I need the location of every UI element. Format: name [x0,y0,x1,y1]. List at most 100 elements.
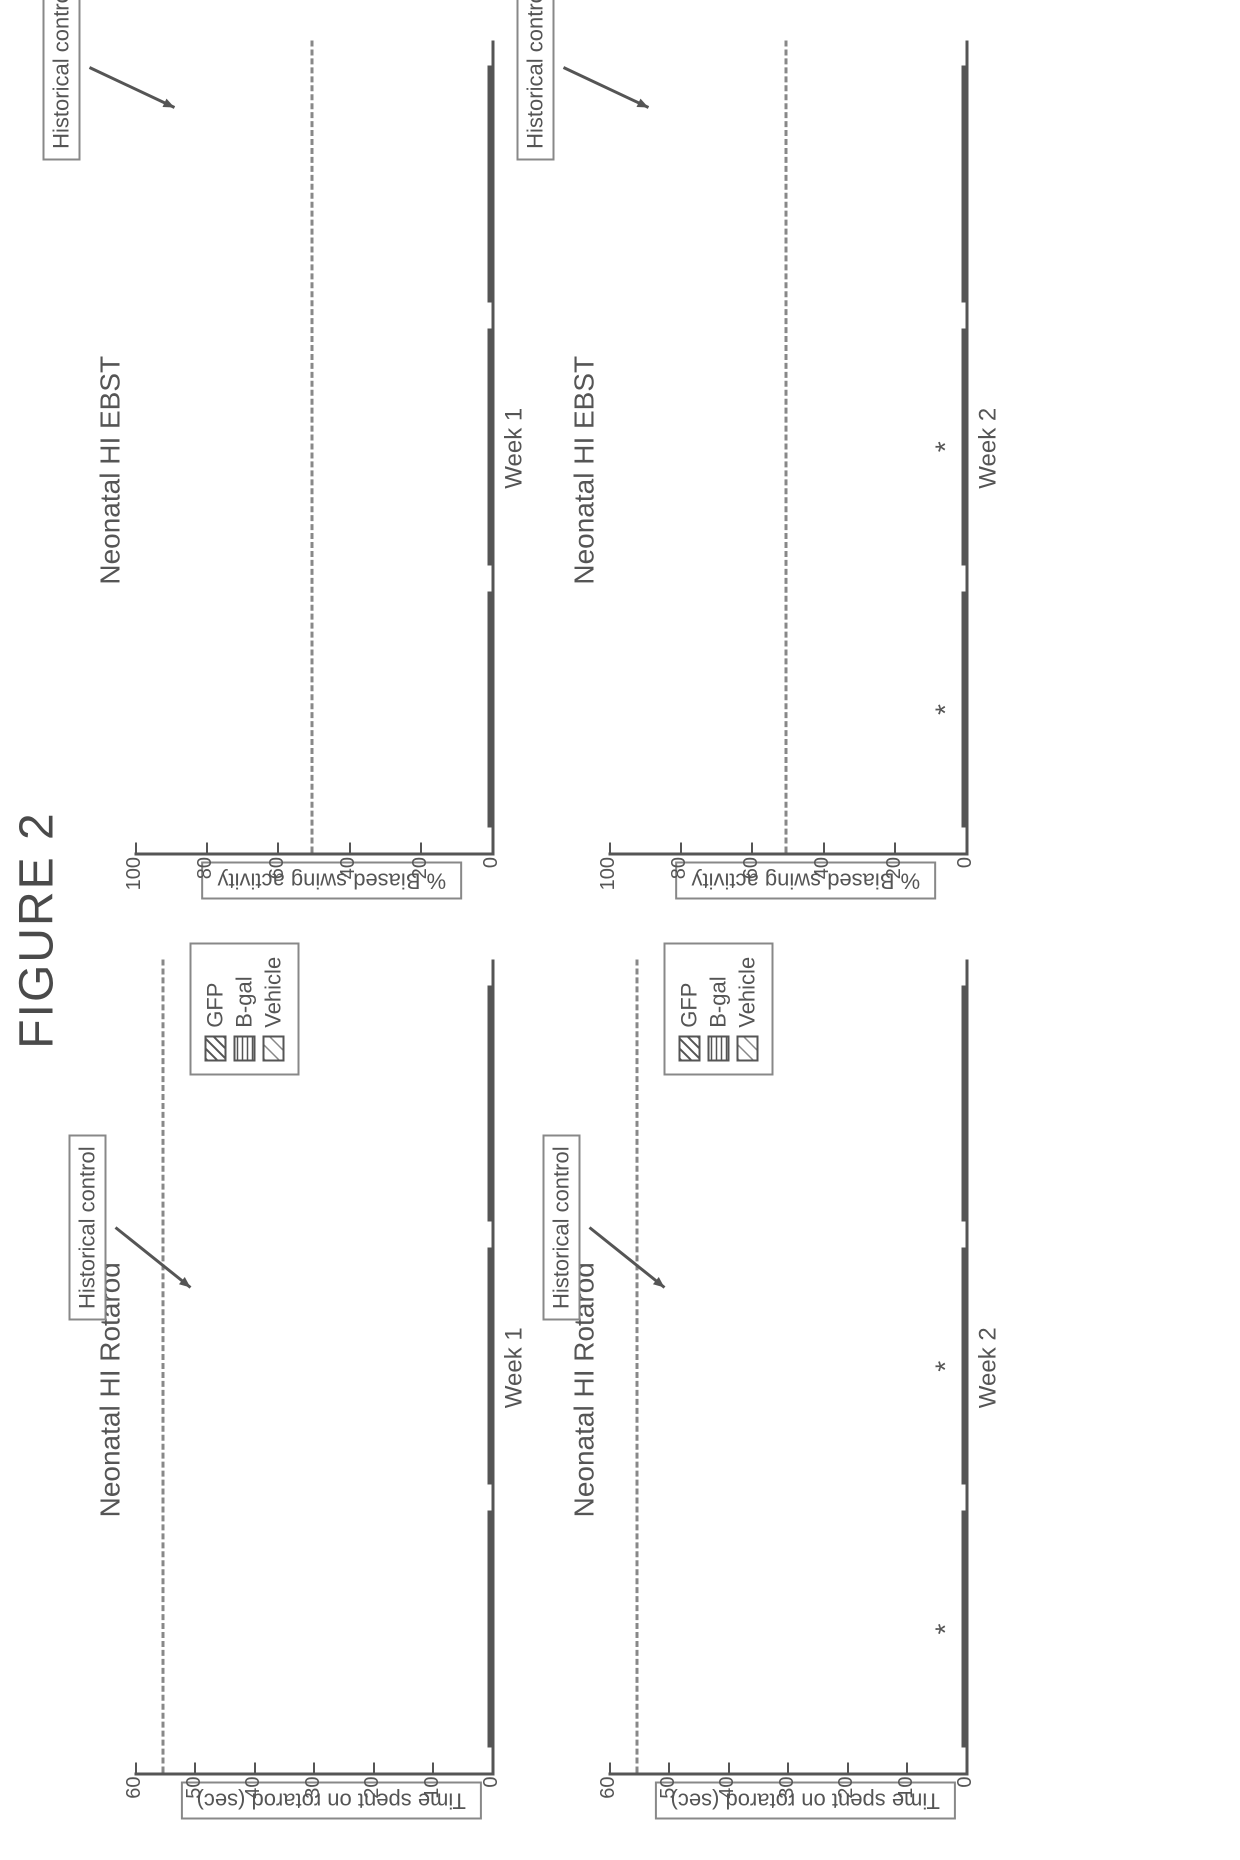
chart-panel: Neonatal HI RotarodTime spent on rotarod… [569,960,1003,1820]
legend-item: GFP [677,957,703,1062]
bar-group: * [936,1511,966,1748]
historical-control-callout: Historical control [68,1134,200,1321]
y-tick: 80 [668,857,691,901]
legend-swatch [205,1036,227,1062]
bar-group [462,1511,492,1748]
y-tick: 0 [480,857,503,901]
reference-line [161,960,164,1773]
bar [488,328,492,565]
legend-label: Vehicle [261,957,287,1028]
legend: GFPB-galVehicle [190,943,300,1076]
y-tick: 40 [242,1777,265,1821]
bar [962,591,966,828]
y-tick: 0 [954,857,977,901]
bar [488,1248,492,1485]
bar-group: * [936,328,966,565]
y-tick: 20 [361,1777,384,1821]
bar [488,985,492,1222]
bar-group [936,66,966,303]
reference-line [784,41,787,854]
legend-item: Vehicle [735,957,761,1062]
bar [488,591,492,828]
legend-item: Vehicle [261,957,287,1062]
x-axis-label: Week 1 [501,960,529,1776]
historical-control-callout: Historical control [542,1134,674,1321]
bar [488,1511,492,1748]
y-tick: 60 [123,1777,146,1821]
x-axis-label: Week 2 [975,41,1003,857]
chart-panel: Neonatal HI RotarodTime spent on rotarod… [95,960,529,1820]
y-tick: 60 [597,1777,620,1821]
y-tick: 80 [194,857,217,901]
legend-swatch [679,1036,701,1062]
bar [962,1511,966,1748]
plot-area: 0102030405060 [135,960,495,1776]
panel-title: Neonatal HI EBST [95,41,127,901]
plot-area: 020406080100** [609,41,969,857]
legend-label: Vehicle [735,957,761,1028]
bar-group [462,591,492,828]
historical-control-label: Historical control [42,0,80,161]
y-tick: 0 [954,1777,977,1821]
significance-marker: * [936,1361,962,1372]
x-axis-label: Week 1 [501,41,529,857]
plot-area: 0102030405060** [609,960,969,1776]
panel-grid: Neonatal HI RotarodTime spent on rotarod… [95,1,1003,1860]
y-tick: 20 [883,857,906,901]
legend: GFPB-galVehicle [664,943,774,1076]
historical-control-callout: Historical control [516,0,658,161]
y-tick: 50 [183,1777,206,1821]
bar-group [462,985,492,1222]
panel-title: Neonatal HI Rotarod [569,960,601,1820]
reference-line [310,41,313,854]
bar-group [462,66,492,303]
historical-control-callout: Historical control [42,0,184,161]
significance-marker: * [936,441,962,452]
historical-control-label: Historical control [68,1134,106,1321]
legend-label: GFP [677,983,703,1028]
y-tick: 20 [409,857,432,901]
y-tick: 100 [597,857,620,901]
y-tick: 30 [776,1777,799,1821]
reference-line [635,960,638,1773]
x-axis-label: Week 2 [975,960,1003,1776]
figure-container: FIGURE 2 Neonatal HI RotarodTime spent o… [0,1,1240,1860]
legend-swatch [263,1036,285,1062]
y-tick: 20 [835,1777,858,1821]
historical-control-label: Historical control [516,0,554,161]
y-tick: 40 [337,857,360,901]
y-tick: 10 [895,1777,918,1821]
legend-swatch [234,1036,256,1062]
legend-label: GFP [203,983,229,1028]
y-tick: 100 [123,857,146,901]
bar-group [462,328,492,565]
legend-swatch [737,1036,759,1062]
bar-group: * [936,591,966,828]
legend-label: B-gal [706,976,732,1027]
bar [962,66,966,303]
legend-item: B-gal [232,957,258,1062]
legend-swatch [708,1036,730,1062]
bar [962,985,966,1222]
y-tick: 0 [480,1777,503,1821]
panel-title: Neonatal HI Rotarod [95,960,127,1820]
bar [488,66,492,303]
historical-control-label: Historical control [542,1134,580,1321]
significance-marker: * [936,1624,962,1635]
bar-group [936,985,966,1222]
bar-group [462,1248,492,1485]
legend-item: GFP [203,957,229,1062]
y-tick: 10 [421,1777,444,1821]
y-tick: 30 [302,1777,325,1821]
legend-item: B-gal [706,957,732,1062]
chart-panel: Neonatal HI EBST% Biased swing activity0… [95,41,529,901]
plot-area: 020406080100 [135,41,495,857]
figure-title: FIGURE 2 [10,1,65,1860]
bar-group: * [936,1248,966,1485]
panel-title: Neonatal HI EBST [569,41,601,901]
bar [962,1248,966,1485]
significance-marker: * [936,704,962,715]
chart-panel: Neonatal HI EBST% Biased swing activity0… [569,41,1003,901]
y-tick: 60 [266,857,289,901]
bar [962,328,966,565]
